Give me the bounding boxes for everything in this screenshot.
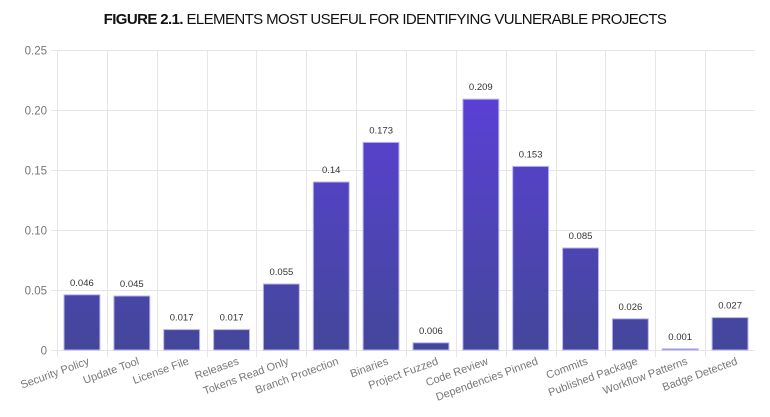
data-label: 0.153	[519, 149, 543, 160]
data-label: 0.027	[718, 301, 742, 312]
grid	[51, 50, 755, 357]
data-labels: 0.046 0.045 0.017 0.017 0.055 0.14 0.173 0.006 0…	[70, 82, 742, 343]
x-tick-label: Security Policy	[19, 355, 91, 391]
data-label: 0.14	[322, 165, 341, 176]
bar	[512, 165, 550, 351]
bar	[262, 283, 300, 351]
data-label: 0.006	[419, 326, 443, 337]
data-label: 0.085	[569, 231, 593, 242]
data-label: 0.045	[120, 279, 144, 290]
bar	[362, 141, 400, 351]
y-tick-label: 0.10	[25, 226, 47, 238]
bar	[113, 295, 151, 351]
data-label: 0.001	[668, 332, 692, 343]
x-tick-label: License File	[131, 356, 190, 387]
bar	[611, 318, 649, 351]
y-axis: 0 0.05 0.10 0.15 0.20 0.25	[25, 46, 47, 358]
bars	[63, 98, 749, 351]
data-label: 0.026	[619, 302, 643, 313]
y-tick-label: 0.20	[25, 106, 47, 118]
bar	[63, 294, 101, 351]
data-label: 0.209	[469, 82, 493, 93]
bar	[562, 247, 599, 351]
data-label: 0.017	[220, 313, 244, 324]
bar	[213, 329, 251, 351]
data-label: 0.055	[270, 267, 294, 278]
data-label: 0.173	[369, 125, 393, 136]
bar	[661, 348, 699, 351]
data-label: 0.017	[170, 313, 194, 324]
y-tick-label: 0.25	[25, 46, 47, 58]
bar	[412, 342, 450, 351]
y-tick-label: 0.05	[25, 286, 47, 298]
bar	[462, 98, 500, 351]
bar	[711, 317, 749, 351]
chart-title-prefix: FIGURE 2.1.	[103, 11, 184, 28]
bar	[163, 329, 201, 351]
y-tick-label: 0.15	[25, 166, 47, 178]
chart-title: FIGURE 2.1. ELEMENTS MOST USEFUL FOR IDE…	[0, 11, 770, 28]
x-tick-label: Update Tool	[82, 356, 141, 387]
y-tick-label: 0	[41, 346, 47, 358]
data-label: 0.046	[70, 278, 94, 289]
chart-title-text: ELEMENTS MOST USEFUL FOR IDENTIFYING VUL…	[186, 11, 667, 28]
bar	[312, 181, 350, 351]
